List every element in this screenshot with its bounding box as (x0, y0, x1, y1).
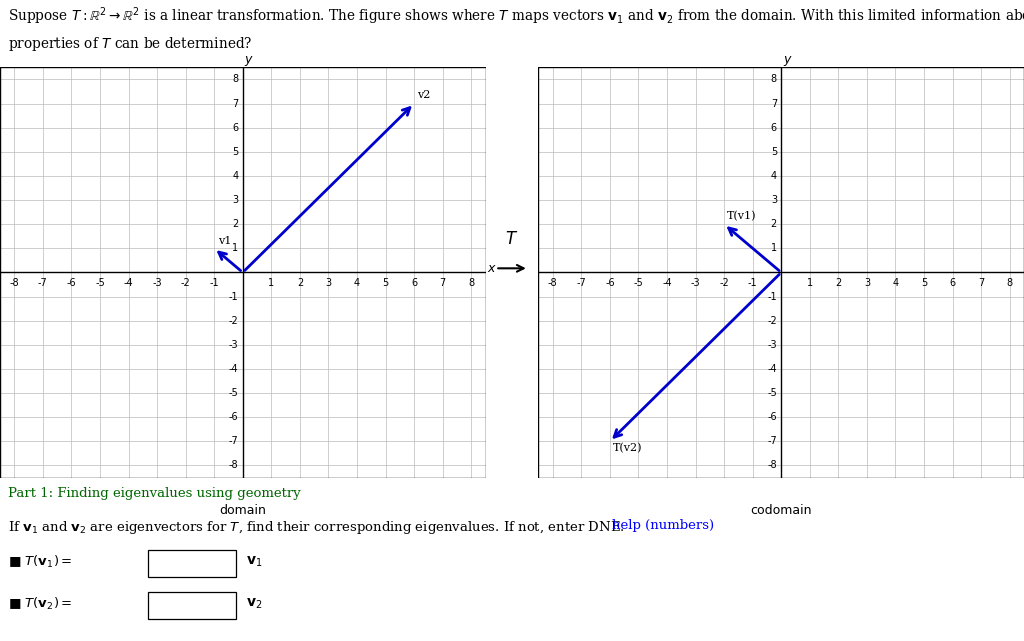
Text: If $\mathbf{v}_1$ and $\mathbf{v}_2$ are eigenvectors for $T$, find their corres: If $\mathbf{v}_1$ and $\mathbf{v}_2$ are… (8, 519, 625, 536)
Text: 4: 4 (354, 278, 360, 288)
Text: -6: -6 (767, 412, 777, 422)
Text: 3: 3 (771, 195, 777, 205)
Text: 1: 1 (807, 278, 813, 288)
Text: -2: -2 (719, 278, 729, 288)
Text: Part 1: Finding eigenvalues using geometry: Part 1: Finding eigenvalues using geomet… (8, 487, 301, 500)
FancyBboxPatch shape (148, 551, 236, 577)
Text: v1: v1 (218, 236, 231, 246)
Text: -2: -2 (181, 278, 190, 288)
Text: y: y (783, 53, 791, 66)
Text: 4: 4 (893, 278, 898, 288)
Text: 5: 5 (232, 147, 239, 157)
Text: 8: 8 (1007, 278, 1013, 288)
Text: 6: 6 (411, 278, 417, 288)
Text: v2: v2 (417, 90, 430, 100)
Text: 2: 2 (297, 278, 303, 288)
Text: -7: -7 (228, 437, 239, 446)
Text: -8: -8 (9, 278, 19, 288)
Text: $\mathbf{v}_1$: $\mathbf{v}_1$ (246, 555, 262, 569)
Text: T(v1): T(v1) (727, 212, 757, 222)
Text: $T$: $T$ (506, 231, 518, 248)
Text: 3: 3 (232, 195, 239, 205)
Text: -8: -8 (228, 460, 239, 470)
Text: 2: 2 (771, 219, 777, 229)
Text: -5: -5 (228, 388, 239, 398)
Text: -1: -1 (228, 292, 239, 301)
Text: domain: domain (219, 504, 266, 517)
Text: 8: 8 (232, 74, 239, 85)
Text: properties of $T$ can be determined?: properties of $T$ can be determined? (8, 35, 253, 53)
Text: -7: -7 (577, 278, 586, 288)
Text: -8: -8 (767, 460, 777, 470)
Text: 2: 2 (232, 219, 239, 229)
Text: -8: -8 (548, 278, 558, 288)
Text: 4: 4 (771, 171, 777, 181)
Text: -1: -1 (767, 292, 777, 301)
Text: -5: -5 (95, 278, 104, 288)
FancyBboxPatch shape (148, 592, 236, 619)
Text: 8: 8 (468, 278, 474, 288)
Text: -6: -6 (67, 278, 76, 288)
Text: 7: 7 (232, 99, 239, 108)
Text: -2: -2 (228, 315, 239, 326)
Text: 6: 6 (949, 278, 955, 288)
Text: y: y (245, 53, 252, 66)
Text: 1: 1 (232, 244, 239, 253)
Text: Suppose $T : \mathbb{R}^2 \rightarrow \mathbb{R}^2$ is a linear transformation. : Suppose $T : \mathbb{R}^2 \rightarrow \m… (8, 5, 1024, 27)
Text: -6: -6 (228, 412, 239, 422)
Text: 2: 2 (836, 278, 842, 288)
Text: -3: -3 (691, 278, 700, 288)
Text: 8: 8 (771, 74, 777, 85)
Text: -4: -4 (663, 278, 672, 288)
Text: -4: -4 (767, 364, 777, 374)
Text: -5: -5 (767, 388, 777, 398)
Text: $\mathbf{v}_2$: $\mathbf{v}_2$ (246, 597, 262, 612)
Text: 1: 1 (268, 278, 274, 288)
Text: T(v2): T(v2) (612, 443, 642, 453)
Text: -4: -4 (124, 278, 133, 288)
Text: -3: -3 (767, 340, 777, 350)
Text: -7: -7 (38, 278, 48, 288)
Text: -4: -4 (228, 364, 239, 374)
Text: 5: 5 (771, 147, 777, 157)
Text: help (numbers): help (numbers) (612, 519, 715, 532)
Text: 6: 6 (771, 122, 777, 133)
Text: -7: -7 (767, 437, 777, 446)
Text: -1: -1 (209, 278, 219, 288)
Text: -3: -3 (228, 340, 239, 350)
Text: 5: 5 (921, 278, 927, 288)
Text: -1: -1 (748, 278, 758, 288)
Text: $\blacksquare$ $T(\mathbf{v}_2) =$: $\blacksquare$ $T(\mathbf{v}_2) =$ (8, 596, 73, 612)
Text: x: x (487, 262, 495, 275)
Text: 7: 7 (978, 278, 984, 288)
Text: 7: 7 (439, 278, 445, 288)
Text: 3: 3 (864, 278, 870, 288)
Text: -2: -2 (767, 315, 777, 326)
Text: -3: -3 (153, 278, 162, 288)
Text: $\blacksquare$ $T(\mathbf{v}_1) =$: $\blacksquare$ $T(\mathbf{v}_1) =$ (8, 554, 73, 570)
Text: 7: 7 (771, 99, 777, 108)
Text: 5: 5 (382, 278, 389, 288)
Text: 4: 4 (232, 171, 239, 181)
Text: 3: 3 (326, 278, 332, 288)
Text: codomain: codomain (751, 504, 812, 517)
Text: -5: -5 (634, 278, 643, 288)
Text: -6: -6 (605, 278, 614, 288)
Text: 6: 6 (232, 122, 239, 133)
Text: 1: 1 (771, 244, 777, 253)
